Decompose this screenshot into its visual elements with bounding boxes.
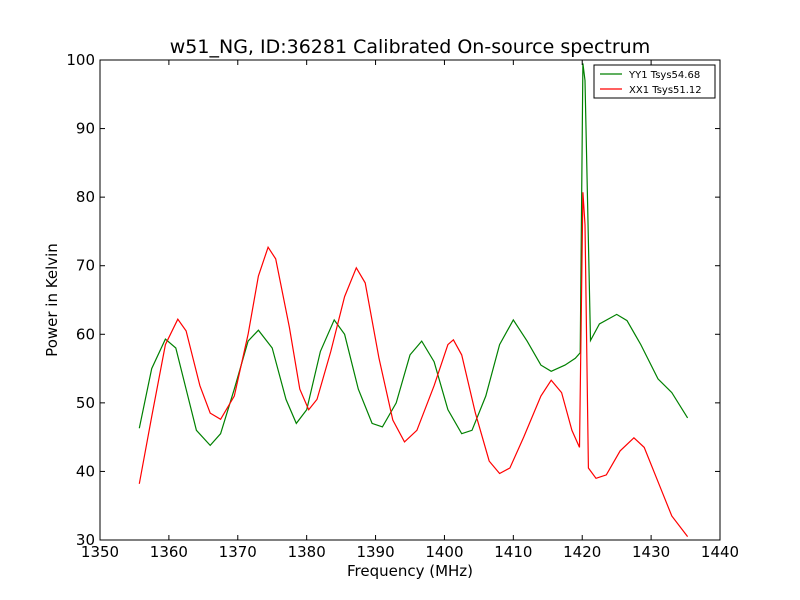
x-axis-title: Frequency (MHz)	[347, 562, 473, 580]
y-tick-label: 60	[76, 325, 95, 343]
x-tick-label: 1380	[288, 543, 326, 561]
y-tick-label: 50	[76, 394, 95, 412]
y-tick-label: 30	[76, 531, 95, 549]
series-line-2	[138, 192, 689, 537]
y-tick-label: 80	[76, 188, 95, 206]
legend: YY1 Tsys54.68 XX1 Tsys51.12	[593, 64, 716, 99]
y-tick-label: 100	[66, 51, 95, 69]
x-tick-label: 1420	[563, 543, 601, 561]
legend-label-2: XX1 Tsys51.12	[629, 85, 702, 96]
chart-title: w51_NG, ID:36281 Calibrated On-source sp…	[170, 36, 650, 58]
y-tick-label: 40	[76, 462, 95, 480]
x-tick-label: 1390	[356, 543, 394, 561]
y-tick-label: 70	[76, 257, 95, 275]
series-layer	[138, 63, 689, 537]
x-tick-label: 1360	[150, 543, 188, 561]
x-tick-label: 1410	[494, 543, 532, 561]
x-tick-label: 1350	[81, 543, 119, 561]
legend-label-1: YY1 Tsys54.68	[628, 70, 700, 81]
series-line-1	[138, 63, 689, 447]
x-tick-label: 1430	[632, 543, 670, 561]
plot-frame	[99, 59, 721, 541]
y-axis-title: Power in Kelvin	[43, 243, 61, 357]
y-tick-label: 90	[76, 120, 95, 138]
x-tick-label: 1370	[219, 543, 257, 561]
ticks-layer: 1350 1360 1370 1380 1390 1400 1410 1420 1430 1440…	[66, 51, 739, 561]
legend-box	[593, 64, 716, 99]
x-tick-label: 1440	[701, 543, 739, 561]
x-tick-label: 1400	[425, 543, 463, 561]
